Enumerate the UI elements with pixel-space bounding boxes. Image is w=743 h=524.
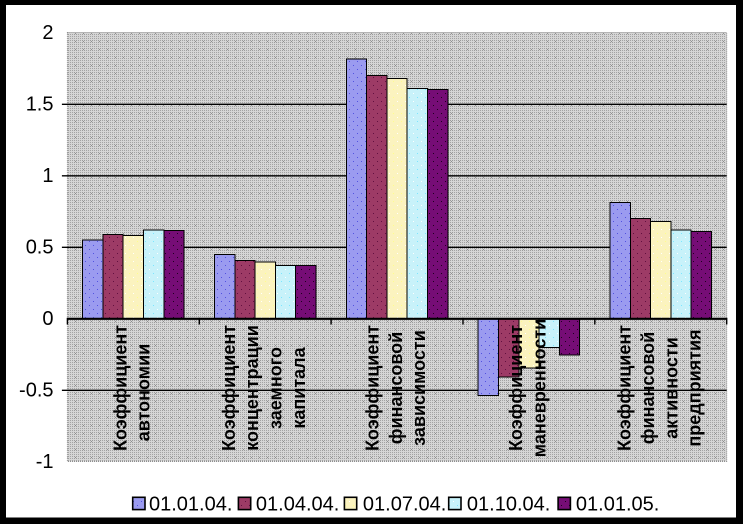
svg-text:концентрации: концентрации [242, 325, 262, 451]
svg-text:-0.5: -0.5 [19, 380, 53, 402]
svg-text:1: 1 [42, 165, 53, 187]
svg-text:01.01.04.: 01.01.04. [149, 494, 232, 516]
svg-text:-1: -1 [36, 451, 54, 473]
svg-text:Коэффициент: Коэффициент [110, 325, 130, 451]
svg-text:Коэффициент: Коэффициент [362, 325, 382, 451]
svg-text:Коэффициент: Коэффициент [219, 325, 239, 451]
svg-text:зависимости: зависимости [409, 330, 429, 446]
svg-text:активности: активности [661, 337, 681, 439]
svg-text:1.5: 1.5 [26, 94, 54, 116]
svg-text:капитала: капитала [289, 346, 309, 428]
svg-text:2: 2 [42, 22, 53, 44]
svg-text:предприятия: предприятия [685, 329, 705, 446]
svg-text:Коэффициент: Коэффициент [506, 325, 526, 451]
svg-text:заемного: заемного [266, 347, 286, 429]
svg-text:01.04.04.: 01.04.04. [256, 494, 339, 516]
svg-text:автономии: автономии [134, 344, 154, 442]
svg-text:0: 0 [42, 308, 53, 330]
svg-text:финансовой: финансовой [386, 332, 406, 444]
svg-text:0.5: 0.5 [26, 237, 54, 259]
svg-text:Коэффициент: Коэффициент [615, 325, 635, 451]
svg-text:маневренности: маневренности [530, 319, 550, 457]
svg-text:01.10.04.: 01.10.04. [467, 494, 550, 516]
svg-text:01.01.05.: 01.01.05. [576, 494, 659, 516]
svg-text:финансовой: финансовой [638, 332, 658, 444]
svg-text:01.07.04.: 01.07.04. [363, 494, 446, 516]
